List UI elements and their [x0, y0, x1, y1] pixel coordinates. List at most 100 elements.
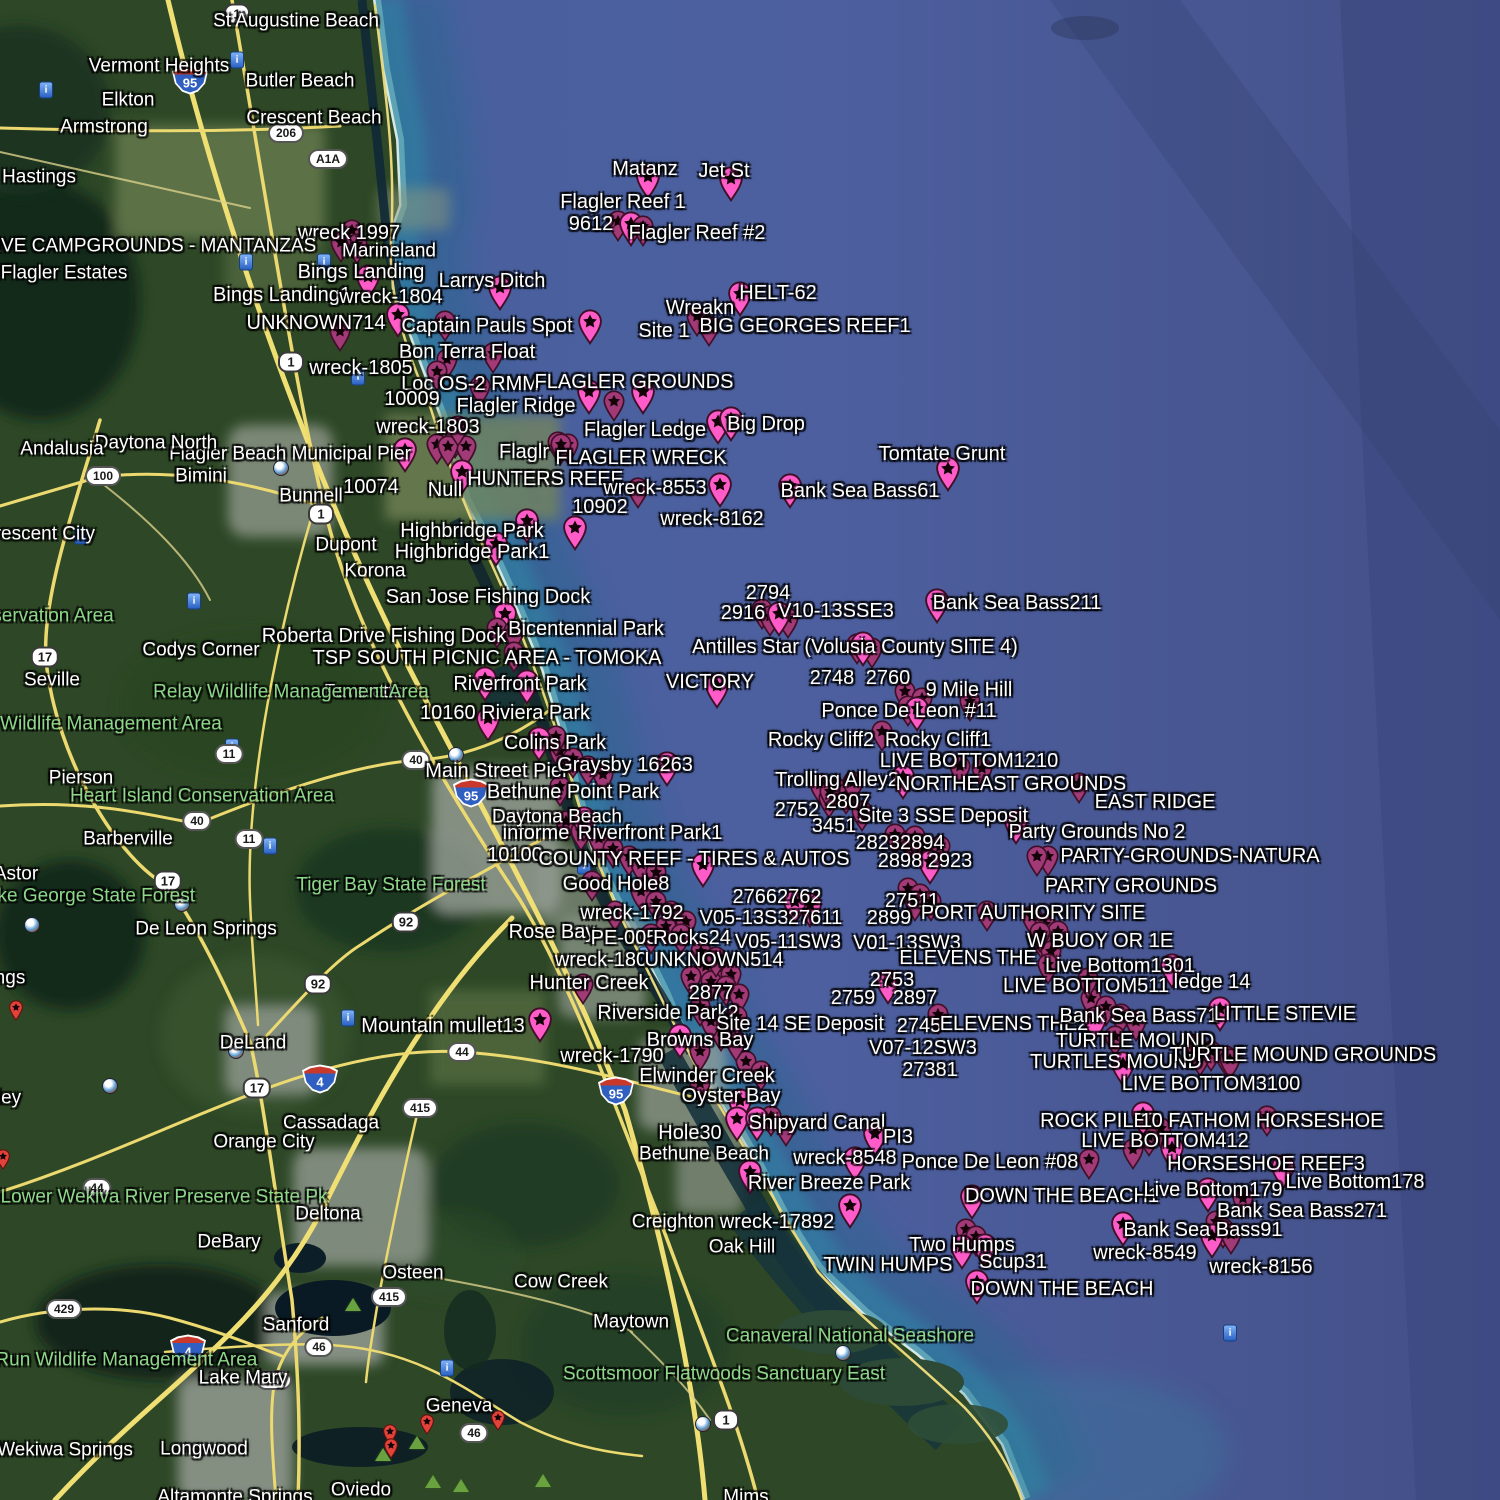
place-marker-pin-icon[interactable]	[1026, 845, 1049, 882]
place-marker-pin-icon[interactable]	[1189, 1045, 1212, 1082]
place-marker-pin-icon[interactable]	[904, 890, 927, 927]
spot-label[interactable]: 2898 2923	[877, 850, 973, 872]
place-marker-pin-icon[interactable]	[1195, 1177, 1221, 1218]
saved-place-pin-icon[interactable]	[420, 1414, 435, 1440]
spot-label[interactable]: Trolling Alley2	[775, 769, 899, 791]
spot-label[interactable]: Captain Pauls Spot	[401, 315, 573, 337]
spot-label[interactable]: 2745	[896, 1015, 942, 1037]
place-marker-pin-icon[interactable]	[1159, 953, 1185, 994]
spot-label[interactable]: Highbridge Park1	[394, 541, 550, 563]
spot-label[interactable]: UNKNOWN714	[246, 312, 386, 334]
place-marker-pin-icon[interactable]	[842, 771, 865, 808]
spot-label[interactable]: 2916	[720, 602, 766, 624]
place-marker-pin-icon[interactable]	[689, 1072, 712, 1109]
spot-label[interactable]: Highbridge Park	[400, 520, 544, 542]
info-icon[interactable]: i	[577, 857, 591, 875]
info-icon[interactable]: i	[263, 837, 277, 855]
spot-label[interactable]: HUNTERS REEF	[467, 468, 623, 490]
place-marker-pin-icon[interactable]	[750, 1060, 773, 1097]
spot-label[interactable]: LIVE BOTTOM3100	[1121, 1073, 1301, 1095]
place-marker-pin-icon[interactable]	[1220, 1223, 1243, 1260]
spot-label[interactable]: informe	[502, 822, 570, 844]
spot-label[interactable]: Matanz	[612, 158, 678, 180]
place-marker-pin-icon[interactable]	[1029, 921, 1052, 958]
place-marker-pin-icon[interactable]	[871, 720, 894, 757]
spot-label[interactable]: Jet St	[698, 160, 750, 182]
photo-icon[interactable]	[174, 896, 190, 912]
spot-label[interactable]: 10 FATHOM HORSESHOE	[1140, 1110, 1384, 1132]
place-marker-pin-icon[interactable]	[1256, 1105, 1279, 1142]
spot-label[interactable]: Oyster Bay	[681, 1085, 781, 1107]
spot-label[interactable]: Loc OS-2 RMM	[401, 373, 539, 395]
place-marker-pin-icon[interactable]	[904, 825, 927, 862]
spot-label[interactable]: 9 Mile Hill	[925, 679, 1013, 701]
place-marker-pin-icon[interactable]	[718, 406, 744, 447]
place-marker-pin-icon[interactable]	[483, 531, 509, 572]
spot-label[interactable]: Main Street Pier	[425, 760, 569, 782]
spot-label[interactable]: wreck-1792	[580, 902, 684, 924]
spot-label[interactable]: V05-11SW3	[734, 931, 842, 953]
place-marker-pin-icon[interactable]	[949, 1234, 975, 1275]
spot-label[interactable]: wreck-8156	[1209, 1256, 1313, 1278]
place-marker-pin-icon[interactable]	[526, 726, 552, 767]
spot-label[interactable]: Mountain mullet13	[361, 1015, 525, 1037]
spot-label[interactable]: PE-005	[590, 927, 658, 949]
place-marker-pin-icon[interactable]	[884, 823, 907, 860]
spot-label[interactable]: 10902	[572, 496, 628, 518]
spot-label[interactable]: Bethune Point Park	[486, 781, 660, 803]
info-icon[interactable]: i	[317, 253, 331, 271]
spot-label[interactable]: 27611	[787, 907, 843, 929]
spot-label[interactable]: River Breeze Park	[747, 1172, 911, 1194]
info-icon[interactable]: i	[1223, 1324, 1237, 1342]
saved-place-pin-icon[interactable]	[9, 1000, 24, 1026]
spot-label[interactable]: Shipyard Canal	[748, 1112, 886, 1134]
place-marker-pin-icon[interactable]	[705, 946, 728, 983]
place-marker-pin-icon[interactable]	[482, 342, 505, 379]
spot-label[interactable]: NORTHEAST GROUNDS	[895, 773, 1127, 795]
spot-label[interactable]: 27381	[902, 1059, 958, 1081]
spot-label[interactable]: wreck-8162	[660, 508, 764, 530]
spot-label[interactable]: Ponce De Leon #11	[821, 700, 997, 722]
place-marker-pin-icon[interactable]	[875, 969, 901, 1010]
place-marker-pin-icon[interactable]	[904, 696, 930, 737]
spot-label[interactable]: 10160 Riviera Park	[419, 702, 591, 724]
saved-place-pin-icon[interactable]	[0, 1149, 11, 1175]
place-marker-pin-icon[interactable]	[917, 849, 943, 890]
place-marker-pin-icon[interactable]	[549, 775, 572, 812]
spot-label[interactable]: ledge 14	[1173, 971, 1251, 993]
spot-label[interactable]: 2759	[830, 987, 876, 1009]
photo-icon[interactable]	[273, 460, 289, 476]
place-marker-pin-icon[interactable]	[777, 473, 803, 514]
place-marker-pin-icon[interactable]	[704, 673, 730, 714]
place-marker-pin-icon[interactable]	[514, 669, 540, 710]
spot-label[interactable]: 2877	[688, 982, 734, 1004]
place-marker-pin-icon[interactable]	[1219, 1048, 1242, 1085]
place-marker-pin-icon[interactable]	[972, 1233, 998, 1274]
place-marker-pin-icon[interactable]	[959, 1184, 985, 1225]
place-marker-pin-icon[interactable]	[630, 379, 656, 420]
spot-label[interactable]: 2752	[774, 799, 820, 821]
spot-label[interactable]: Bicentennial Park	[508, 618, 664, 640]
spot-label[interactable]: 10100	[487, 844, 543, 866]
info-icon[interactable]: i	[440, 1359, 454, 1377]
spot-label[interactable]: Live Bottom1301	[1044, 955, 1196, 977]
place-marker-pin-icon[interactable]	[472, 666, 498, 707]
spot-label[interactable]: FLAGLER GROUNDS	[534, 371, 734, 393]
spot-label[interactable]: FLAGLER WRECK	[555, 447, 727, 469]
place-marker-pin-icon[interactable]	[935, 456, 961, 497]
place-marker-pin-icon[interactable]	[627, 477, 650, 514]
spot-label[interactable]: Roberta Drive Fishing Dock	[261, 625, 507, 647]
place-marker-pin-icon[interactable]	[744, 1106, 770, 1147]
spot-label[interactable]: wreck-1803	[376, 416, 480, 438]
place-marker-pin-icon[interactable]	[837, 1193, 863, 1234]
place-marker-pin-icon[interactable]	[487, 275, 513, 316]
place-marker-pin-icon[interactable]	[1078, 1148, 1101, 1185]
spot-label[interactable]: wreck-8548	[793, 1147, 897, 1169]
place-marker-pin-icon[interactable]	[850, 631, 876, 672]
spot-label[interactable]: wreck-17892	[719, 1211, 835, 1233]
spot-label[interactable]: 10009	[384, 388, 440, 410]
place-marker-pin-icon[interactable]	[680, 965, 703, 1002]
place-marker-pin-icon[interactable]	[667, 1023, 693, 1064]
spot-label[interactable]: Site 3 SSE Deposit	[857, 805, 1029, 827]
